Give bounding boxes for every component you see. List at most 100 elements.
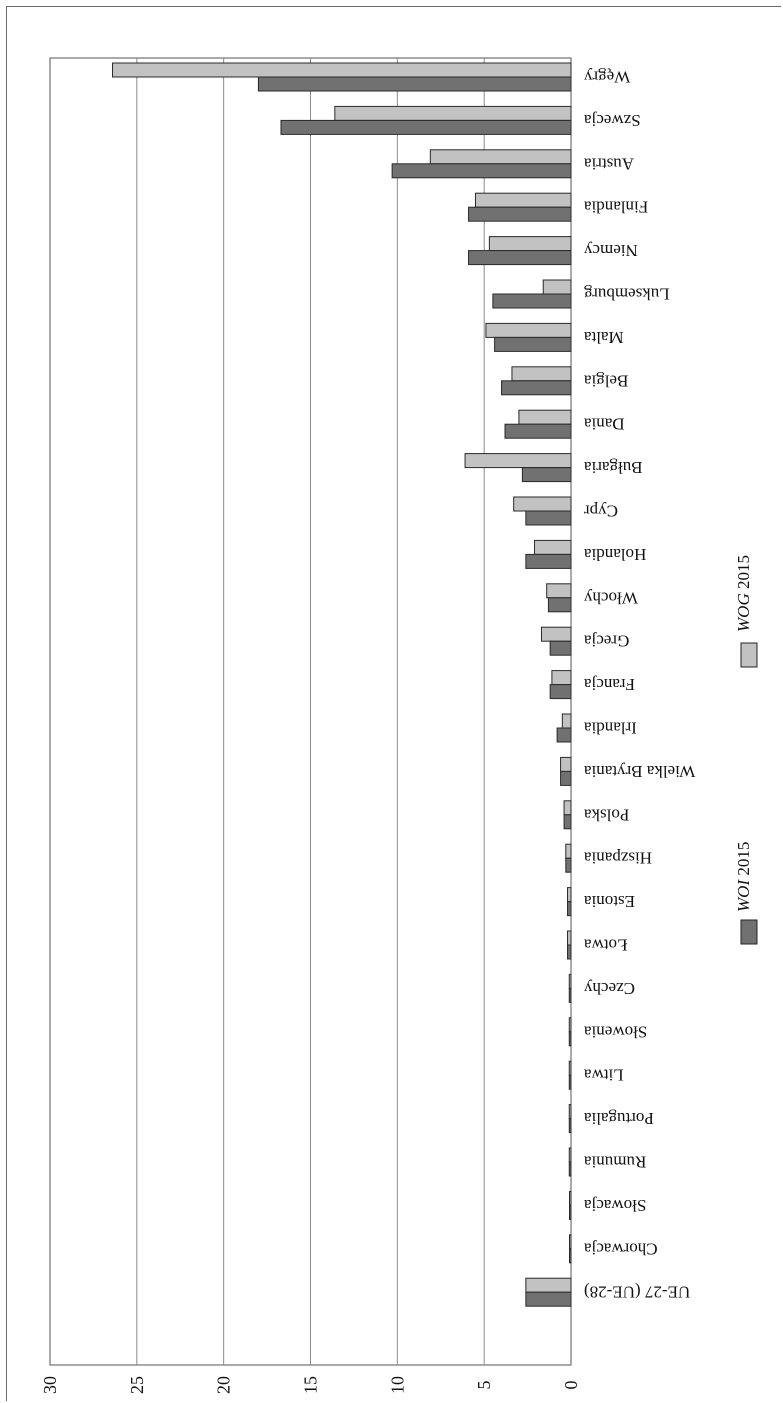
category-label: Wielka Brytania (584, 762, 696, 781)
bar-woi (563, 814, 572, 830)
category-label: Irlandia (584, 719, 637, 738)
bar-wog (429, 149, 572, 165)
category-label: Włochy (584, 588, 638, 607)
bar-woi (568, 987, 572, 1003)
category-label: UE-27 (UE-28) (584, 1283, 690, 1302)
bar-woi (504, 423, 572, 439)
legend-swatch-woi (740, 919, 758, 945)
category-label: Portugalia (584, 1109, 654, 1128)
bar-wog (542, 279, 572, 295)
bar-woi (525, 1291, 572, 1307)
bar-woi (468, 250, 572, 266)
bar-wog (567, 887, 572, 903)
bar-woi (565, 857, 572, 873)
bar-woi (257, 76, 572, 92)
bar-woi (521, 467, 572, 483)
bar-woi (280, 119, 572, 135)
bar-wog (334, 105, 572, 121)
bar-woi (547, 597, 572, 613)
bar-woi (492, 293, 572, 309)
bar-wog (511, 366, 572, 382)
bar-woi (556, 727, 572, 743)
category-label: Litwa (584, 1066, 624, 1085)
category-label: Finlandia (584, 198, 649, 217)
category-label: Grecja (584, 632, 630, 651)
legend-label-wog: WOG 2015 (734, 555, 753, 632)
bar-woi (391, 163, 572, 179)
bar-woi (549, 640, 572, 656)
category-label: Słowenia (584, 1022, 648, 1041)
category-label: Niemcy (584, 241, 638, 260)
category-label: Słowacja (584, 1196, 647, 1215)
bar-wog (569, 1190, 572, 1206)
axis-tick-label: 30 (40, 1376, 60, 1394)
grid-lines (136, 58, 485, 1365)
bar-woi (525, 510, 572, 526)
bar-woi (568, 1118, 572, 1134)
bar-wog (560, 756, 572, 772)
bar-wog (518, 409, 572, 425)
bar-wog (563, 800, 572, 816)
bar-wog (540, 626, 572, 642)
category-label: Dania (584, 415, 625, 434)
category-label: Rumunia (584, 1153, 647, 1172)
bar-woi (569, 1248, 572, 1264)
legend-swatch-wog (740, 642, 758, 668)
bar-woi (468, 206, 572, 222)
bar-wog (513, 496, 572, 512)
bar-woi (568, 1161, 572, 1177)
bar-wog (485, 322, 572, 338)
category-label: Austria (584, 154, 635, 173)
bar-wog (551, 670, 572, 686)
bar-wog (112, 62, 572, 78)
category-label: Holandia (584, 545, 647, 564)
category-label: Cypr (584, 502, 618, 521)
bar-wog (488, 236, 572, 252)
bar-woi (568, 1074, 572, 1090)
category-label: Hiszpania (584, 849, 652, 868)
axis-tick-label: 0 (561, 1381, 581, 1390)
bar-wog (567, 930, 572, 946)
category-label: Estonia (584, 892, 635, 911)
bar-woi (525, 553, 572, 569)
bar-woi (494, 336, 572, 352)
bar-woi (549, 684, 572, 700)
axis-tick-label: 5 (474, 1381, 494, 1390)
category-label: Chorwacja (584, 1239, 658, 1258)
category-label: Bułgaria (584, 458, 643, 477)
bar-wog (568, 1060, 572, 1076)
bar-wog (568, 1147, 572, 1163)
bar-wog (546, 583, 572, 599)
bar-wog (569, 1234, 572, 1250)
bar-wog (568, 1017, 572, 1033)
bar-woi (567, 944, 572, 960)
bar-wog (534, 539, 572, 555)
legend-label-woi: WOI 2015 (734, 842, 753, 912)
legend: WOI 2015 WOG 2015 (734, 555, 758, 945)
bar-woi (568, 1031, 572, 1047)
axis-tick-label: 10 (387, 1376, 407, 1394)
category-label: Malta (584, 328, 624, 347)
axis-tick-label: 15 (301, 1376, 321, 1394)
bar-wog (568, 1104, 572, 1120)
category-label: Węgry (584, 68, 631, 87)
category-label: Czechy (584, 979, 635, 998)
figure-frame (6, 6, 781, 1401)
bar-woi (560, 770, 572, 786)
bar-wog (474, 192, 572, 208)
bar-wog (525, 1277, 572, 1293)
bar-woi (569, 1204, 572, 1220)
category-label: Belgia (584, 371, 629, 390)
bar-woi (567, 901, 572, 917)
bars (112, 62, 572, 1307)
axis-tick-label: 20 (214, 1376, 234, 1394)
bar-wog (565, 843, 572, 859)
bar-woi (501, 380, 572, 396)
category-label: Łotwa (584, 936, 628, 955)
axis-ticks: 0 5 10 15 20 25 30 (40, 1376, 581, 1394)
category-label: Luksemburg (584, 285, 670, 304)
category-label: Francja (584, 675, 635, 694)
bar-wog (464, 453, 572, 469)
category-label: Polska (584, 805, 630, 824)
